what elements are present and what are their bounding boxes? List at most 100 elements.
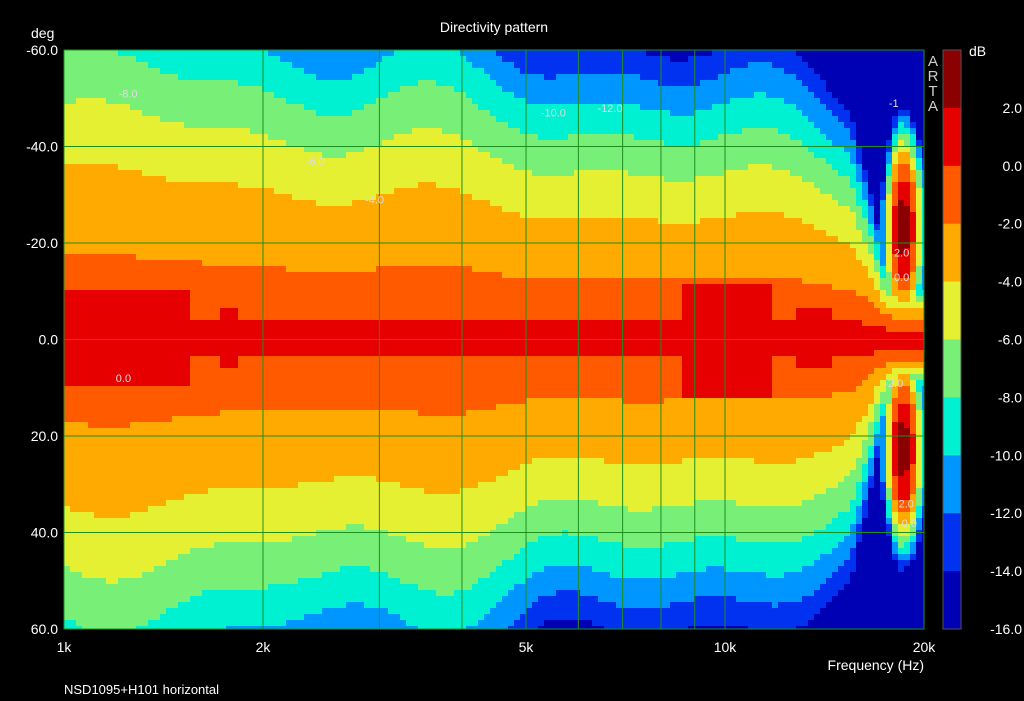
heat-cell (124, 308, 131, 315)
heat-cell (238, 524, 245, 531)
heat-cell (88, 122, 95, 129)
heat-cell (328, 218, 335, 225)
heat-cell (124, 218, 131, 225)
heat-cell (364, 452, 371, 459)
heat-cell (88, 572, 95, 579)
heat-cell (70, 482, 77, 489)
heat-cell (100, 482, 107, 489)
heat-cell (70, 350, 77, 357)
heat-cell (358, 326, 365, 333)
heat-cell (298, 410, 305, 417)
heat-cell (130, 428, 137, 435)
heat-cell (232, 512, 239, 519)
heat-cell (322, 236, 329, 243)
heat-cell (262, 56, 269, 63)
heat-cell (160, 554, 167, 561)
heat-cell (298, 602, 305, 609)
heat-cell (316, 416, 323, 423)
heat-cell (268, 242, 275, 249)
heat-cell (346, 506, 353, 513)
heat-cell (202, 272, 209, 279)
heat-cell (232, 548, 239, 555)
heat-cell (190, 440, 197, 447)
heat-cell (154, 326, 161, 333)
heat-cell (262, 404, 269, 411)
heat-cell (274, 236, 281, 243)
heat-cell (88, 56, 95, 63)
heat-cell (112, 602, 119, 609)
heat-cell (148, 56, 155, 63)
heat-cell (226, 326, 233, 333)
heat-cell (364, 548, 371, 555)
heat-cell (160, 368, 167, 375)
heat-cell (256, 140, 263, 147)
heat-cell (328, 476, 335, 483)
heat-cell (322, 194, 329, 201)
heat-cell (166, 434, 173, 441)
heat-cell (226, 266, 233, 273)
heat-cell (178, 116, 185, 123)
heat-cell (124, 464, 131, 471)
heat-cell (250, 338, 257, 345)
heat-cell (112, 434, 119, 441)
heat-cell (88, 338, 95, 345)
heat-cell (334, 356, 341, 363)
heat-cell (310, 62, 317, 69)
heat-cell (172, 440, 179, 447)
heat-cell (154, 350, 161, 357)
heat-cell (340, 386, 347, 393)
heat-cell (154, 278, 161, 285)
heat-cell (76, 320, 83, 327)
heat-cell (148, 608, 155, 615)
heat-cell (112, 302, 119, 309)
heat-cell (172, 476, 179, 483)
heat-cell (70, 104, 77, 111)
heat-cell (322, 134, 329, 141)
heat-cell (232, 572, 239, 579)
heat-cell (202, 338, 209, 345)
heat-cell (118, 560, 125, 567)
heat-cell (322, 608, 329, 615)
heat-cell (364, 404, 371, 411)
heat-cell (274, 176, 281, 183)
heat-cell (298, 302, 305, 309)
heat-cell (118, 236, 125, 243)
heat-cell (154, 422, 161, 429)
heat-cell (340, 230, 347, 237)
heat-cell (172, 386, 179, 393)
heat-cell (184, 374, 191, 381)
heat-cell (256, 122, 263, 129)
heat-cell (130, 284, 137, 291)
heat-cell (178, 596, 185, 603)
heat-cell (364, 62, 371, 69)
heat-cell (100, 182, 107, 189)
heat-cell (154, 620, 161, 627)
heat-cell (298, 80, 305, 87)
heat-cell (334, 80, 341, 87)
heat-cell (280, 302, 287, 309)
heat-cell (214, 104, 221, 111)
heat-cell (364, 236, 371, 243)
heat-cell (76, 308, 83, 315)
heat-cell (274, 524, 281, 531)
heat-cell (136, 458, 143, 465)
heat-cell (148, 122, 155, 129)
heat-cell (136, 278, 143, 285)
heat-cell (160, 458, 167, 465)
heat-cell (262, 248, 269, 255)
heat-cell (148, 578, 155, 585)
heat-cell (262, 236, 269, 243)
heat-cell (208, 608, 215, 615)
heat-cell (142, 260, 149, 267)
heat-cell (262, 596, 269, 603)
heat-cell (322, 470, 329, 477)
heat-cell (298, 584, 305, 591)
heat-cell (304, 428, 311, 435)
heat-cell (340, 188, 347, 195)
heat-cell (136, 290, 143, 297)
heat-cell (238, 476, 245, 483)
heat-cell (250, 530, 257, 537)
heat-cell (250, 122, 257, 129)
heat-cell (316, 560, 323, 567)
heat-cell (214, 512, 221, 519)
